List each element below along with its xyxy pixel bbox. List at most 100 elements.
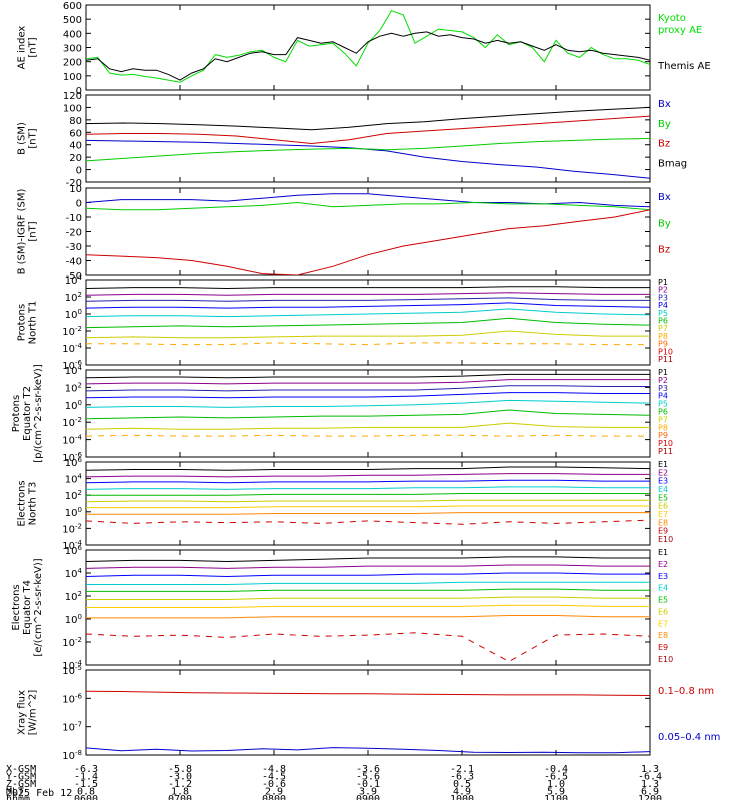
series-line-bz	[86, 209, 650, 275]
legend-entry: E3	[658, 477, 668, 486]
panel-ae: 0 100 200 300 400 500 600 AE index [nT] Kyotoprox…	[17, 1, 711, 97]
ephemeris-value: -4.5	[262, 772, 286, 783]
series-line-p6	[86, 409, 650, 420]
legend-entry: P3	[658, 384, 668, 393]
ephemeris-value: 1.0	[547, 779, 565, 790]
legend-entry: P8	[658, 423, 668, 432]
series-line-p4	[86, 302, 650, 309]
legend-entry: E8	[658, 631, 668, 640]
legend-entry: E2	[658, 560, 668, 569]
y-tick-label: 20	[69, 153, 82, 164]
ephemeris-value: -5.8	[168, 764, 192, 775]
y-axis-label-line: Xray flux	[17, 690, 28, 735]
ephemeris-value: -6.3	[450, 772, 474, 783]
ephemeris-value: 0.5	[453, 779, 471, 790]
series-line-kyoto	[86, 10, 650, 83]
ephemeris-value: -5.6	[356, 772, 380, 783]
legend-entry: E9	[658, 527, 668, 536]
y-tick-label: -10	[66, 213, 82, 224]
y-tick-label: -30	[66, 242, 82, 253]
ephemeris-value: 3.9	[359, 787, 377, 798]
ephemeris-value: 0900	[356, 794, 380, 800]
y-axis-label-line: Equator T4	[22, 580, 33, 635]
legend: Bx By Bz	[658, 192, 671, 256]
legend-entry: P2	[658, 286, 668, 295]
series-line-p1	[86, 373, 650, 379]
y-tick-label: -50	[66, 271, 82, 282]
ephemeris-value: 6.9	[641, 787, 659, 798]
y-tick-label: 10-4	[62, 434, 82, 447]
legend: E1 E2 E3 E4 E5 E6 E7 E8 E9 E10	[658, 548, 673, 664]
series-line-p2	[86, 379, 650, 385]
legend-entry: E7	[658, 619, 668, 628]
legend-entry: P4	[658, 301, 668, 310]
ephemeris-value: -0.6	[262, 779, 286, 790]
y-tick-label: 10-2	[62, 636, 82, 649]
ephemeris-row-label: MLT	[6, 787, 24, 798]
y-tick-label: 10-8	[62, 749, 82, 762]
series-line-e6	[86, 596, 650, 600]
ephemeris-value: -2.1	[450, 764, 474, 775]
ephemeris-value: -1.2	[168, 779, 192, 790]
ephemeris-row-label: Z-GSM	[6, 779, 36, 790]
panel-xray: 10-8 10-7 10-6 10-5 Xray flux [W/m^2] 0.1–0.8 …	[17, 664, 721, 762]
legend-entry: P6	[658, 408, 668, 417]
series-line-e5	[86, 588, 650, 592]
legend-entry: E5	[658, 493, 668, 502]
legend-entry: E4	[658, 485, 668, 494]
series-line-bmag	[86, 106, 650, 131]
ephemeris-table: X-GSMY-GSMZ-GSMMLThhmm-6.3-1.4-1.50.8060…	[6, 764, 662, 800]
y-tick-label: 100	[65, 399, 82, 412]
series-line-p7	[86, 330, 650, 339]
legend-entry: E4	[658, 584, 668, 593]
legend-entry: 0.1–0.8 nm	[658, 686, 714, 697]
y-tick-label: 100	[65, 308, 82, 321]
y-tick-label: 106	[65, 544, 83, 557]
plot-frame	[85, 187, 651, 276]
legend-entry: E1	[658, 548, 668, 557]
legend-entry: P3	[658, 293, 668, 302]
y-tick-label: 100	[65, 613, 82, 626]
y-tick-label: 104	[65, 364, 83, 377]
y-axis-label-line: North T3	[28, 482, 39, 526]
series-line-p4	[86, 392, 650, 399]
series-line-0-1-0-8-nm	[86, 690, 650, 696]
series-line-bz	[86, 115, 650, 145]
ephemeris-value: 1000	[450, 794, 474, 800]
y-axis-label: B (SM) [nT]	[17, 122, 39, 155]
series-line-p7	[86, 422, 650, 430]
y-axis-label-line: [e/(cm^2-s-sr-keV)]	[33, 558, 44, 656]
series-line-e7	[86, 604, 650, 608]
series-line-e4	[86, 581, 650, 585]
series-line-e1	[86, 556, 650, 563]
series-line-e2	[86, 564, 650, 569]
series-line-e1	[86, 466, 650, 471]
y-axis-label-line: Protons	[17, 304, 28, 341]
y-axis-label-line: Electrons	[17, 480, 28, 526]
series-line-bx	[86, 193, 650, 208]
series-line-p3	[86, 297, 650, 302]
y-axis-label: B (SM)-IGRF (SM) [nT]	[17, 189, 39, 275]
ephemeris-value: 1.8	[171, 787, 189, 798]
legend-entry: P9	[658, 340, 668, 349]
legend-entry: P6	[658, 317, 668, 326]
series-line-bx	[86, 139, 650, 179]
legend-entry: P10	[658, 347, 673, 356]
legend-entry: Bz	[658, 139, 670, 150]
y-axis-label: Electrons Equator T4 [e/(cm^2-s-sr-keV)]	[11, 558, 44, 656]
legend: Bx By Bz Bmag	[658, 99, 687, 169]
y-tick-label: 104	[65, 567, 83, 580]
y-axis-label-line: [nT]	[28, 128, 39, 148]
legend-entry: E2	[658, 468, 668, 477]
legend: 0.1–0.8 nm 0.05–0.4 nm	[658, 686, 720, 743]
y-tick-label: 100	[63, 72, 82, 83]
y-tick-label: 80	[69, 116, 82, 127]
legend-entry: E10	[658, 535, 673, 544]
legend-entry: Themis AE	[657, 61, 711, 72]
y-tick-label: 400	[63, 29, 82, 40]
